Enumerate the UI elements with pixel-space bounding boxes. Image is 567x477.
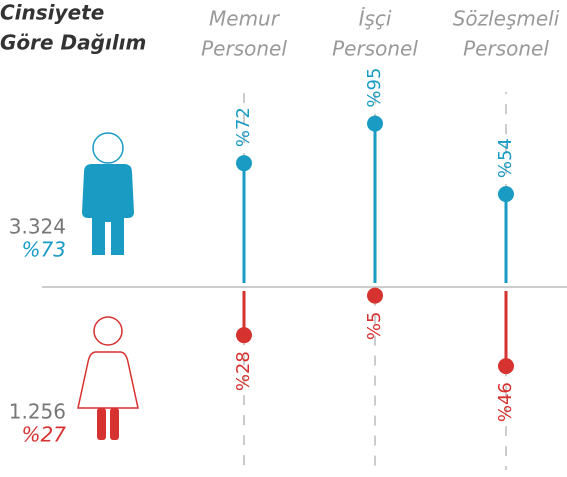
chart-title: Göre Dağılım (0, 31, 146, 55)
value-label: %54 (495, 138, 516, 178)
dot (367, 287, 383, 304)
value-label: %5 (364, 312, 385, 341)
female-icon (77, 316, 139, 440)
dot (498, 186, 514, 203)
dot (236, 155, 252, 172)
total-share: %73 (22, 238, 66, 262)
dot (236, 327, 252, 344)
category-label: Personel (463, 37, 549, 61)
total-count: 1.256 (9, 400, 66, 424)
total-count: 3.324 (9, 215, 66, 239)
male-icon (82, 132, 134, 255)
category-label: Personel (201, 37, 287, 61)
value-label: %95 (364, 68, 385, 108)
dot (498, 358, 514, 375)
category-label: İşçi (359, 7, 392, 31)
value-label: %46 (495, 382, 516, 422)
dot (367, 115, 383, 132)
total-share: %27 (22, 423, 67, 447)
value-label: %28 (233, 351, 254, 391)
category-label: Sözleşmeli (453, 7, 560, 31)
value-label: %72 (233, 107, 254, 147)
category-label: Personel (332, 37, 418, 61)
chart-title: Cinsiyete (0, 1, 104, 25)
category-label: Memur (209, 7, 281, 31)
